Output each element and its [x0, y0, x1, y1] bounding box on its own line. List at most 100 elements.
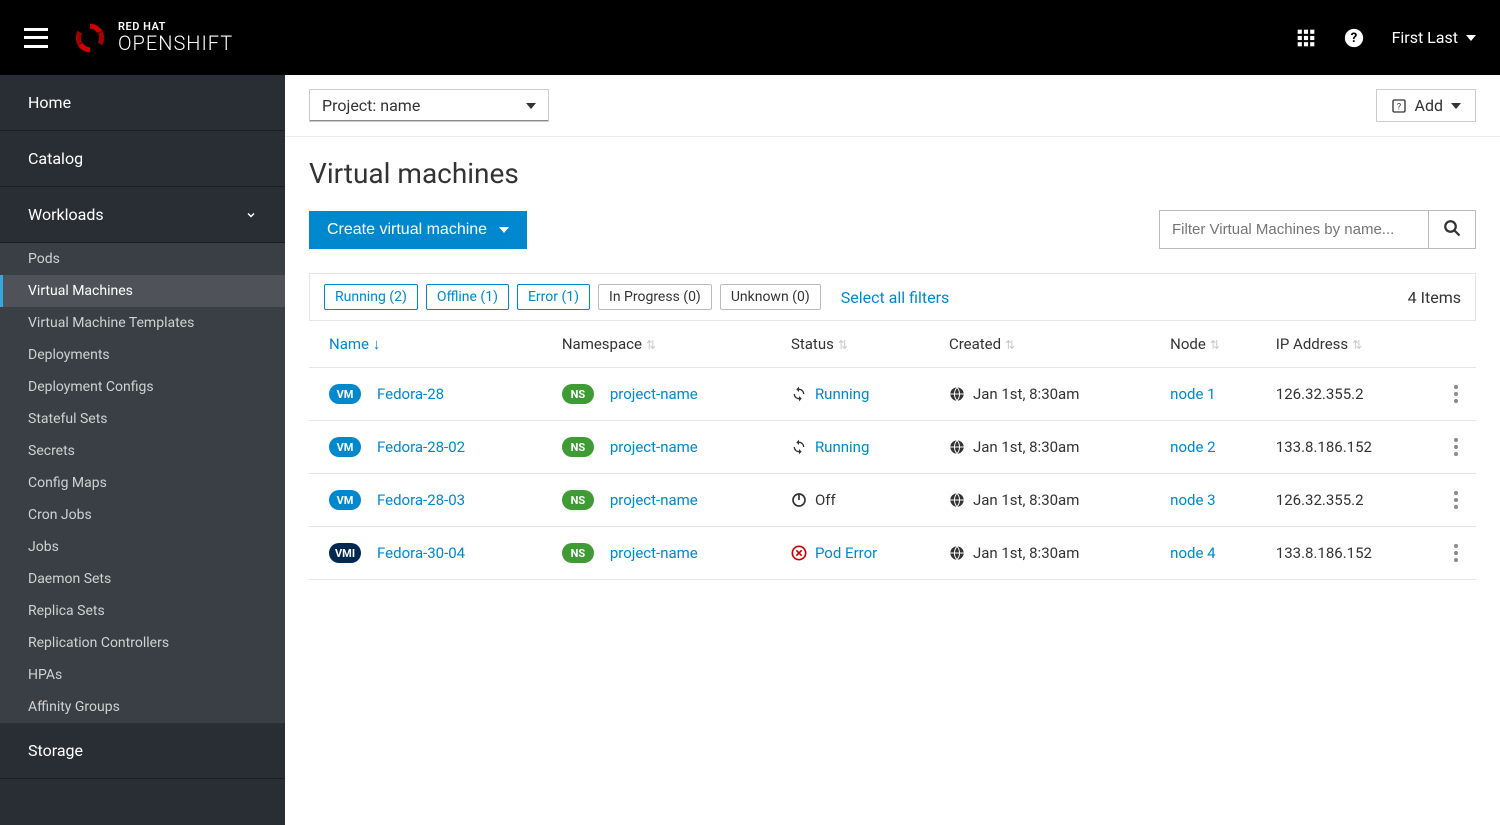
- globe-icon: [949, 545, 965, 561]
- help-icon[interactable]: ?: [1344, 28, 1364, 48]
- col-created[interactable]: Created⇅: [937, 321, 1158, 368]
- namespace-link[interactable]: project-name: [610, 385, 698, 403]
- filter-row: Running (2) Offline (1) Error (1) In Progre…: [309, 273, 1476, 321]
- col-ip[interactable]: IP Address⇅: [1264, 321, 1436, 368]
- vm-table: Name ↓ Namespace⇅ Status⇅ Created⇅ Node⇅…: [309, 321, 1476, 580]
- col-name[interactable]: Name ↓: [309, 321, 550, 368]
- ip-text: 126.32.355.2: [1276, 491, 1364, 509]
- sidebar-section-storage[interactable]: Storage: [0, 723, 285, 779]
- project-selector[interactable]: Project: name: [309, 89, 549, 122]
- search-button[interactable]: [1429, 210, 1476, 249]
- user-menu[interactable]: First Last: [1392, 28, 1476, 47]
- globe-icon: [949, 492, 965, 508]
- sidebar-section-catalog[interactable]: Catalog: [0, 131, 285, 187]
- sidebar: HomeCatalogWorkloadsPodsVirtual Machines…: [0, 75, 285, 825]
- node-link[interactable]: node 2: [1170, 438, 1215, 456]
- ns-badge: NS: [562, 543, 594, 563]
- caret-down-icon: [1451, 103, 1461, 109]
- row-actions-kebab[interactable]: [1454, 385, 1458, 403]
- globe-icon: [949, 386, 965, 402]
- sidebar-item-daemon-sets[interactable]: Daemon Sets: [0, 563, 285, 595]
- namespace-link[interactable]: project-name: [610, 544, 698, 562]
- caret-down-icon: [526, 103, 536, 109]
- sidebar-item-config-maps[interactable]: Config Maps: [0, 467, 285, 499]
- created-text: Jan 1st, 8:30am: [973, 438, 1079, 456]
- sidebar-item-deployments[interactable]: Deployments: [0, 339, 285, 371]
- created-text: Jan 1st, 8:30am: [973, 491, 1079, 509]
- col-status[interactable]: Status⇅: [779, 321, 937, 368]
- add-button[interactable]: ? Add: [1376, 89, 1476, 122]
- caret-down-icon: [499, 227, 509, 233]
- col-node[interactable]: Node⇅: [1158, 321, 1264, 368]
- row-actions-kebab[interactable]: [1454, 491, 1458, 509]
- filter-input[interactable]: [1159, 210, 1429, 249]
- col-namespace[interactable]: Namespace⇅: [550, 321, 779, 368]
- main-content: Project: name ? Add Virtual machines Cre…: [285, 75, 1500, 825]
- topbar: RED HAT OPENSHIFT ? First Last: [0, 0, 1500, 75]
- item-count: 4 Items: [1408, 288, 1461, 307]
- sidebar-item-stateful-sets[interactable]: Stateful Sets: [0, 403, 285, 435]
- status-text[interactable]: Pod Error: [815, 544, 877, 562]
- sidebar-section-workloads[interactable]: Workloads: [0, 187, 285, 243]
- ip-text: 133.8.186.152: [1276, 438, 1372, 456]
- filter-pill[interactable]: Running (2): [324, 284, 418, 310]
- sidebar-item-affinity-groups[interactable]: Affinity Groups: [0, 691, 285, 723]
- node-link[interactable]: node 4: [1170, 544, 1215, 562]
- create-vm-button[interactable]: Create virtual machine: [309, 211, 527, 249]
- filter-pill[interactable]: Offline (1): [426, 284, 509, 310]
- vm-badge: VMI: [329, 543, 361, 563]
- sidebar-item-virtual-machine-templates[interactable]: Virtual Machine Templates: [0, 307, 285, 339]
- chevron-down-icon: [245, 209, 257, 221]
- vm-badge: VM: [329, 384, 361, 404]
- sidebar-item-virtual-machines[interactable]: Virtual Machines: [0, 275, 285, 307]
- filter-pill[interactable]: Unknown (0): [720, 284, 821, 310]
- sidebar-item-cron-jobs[interactable]: Cron Jobs: [0, 499, 285, 531]
- sync-icon: [791, 386, 807, 402]
- sidebar-item-pods[interactable]: Pods: [0, 243, 285, 275]
- add-button-label: Add: [1415, 96, 1443, 115]
- table-row: VMI Fedora-30-04 NS project-name Pod Error…: [309, 527, 1476, 580]
- menu-toggle-button[interactable]: [24, 28, 48, 48]
- vm-name-link[interactable]: Fedora-28-02: [377, 438, 465, 456]
- sidebar-item-replication-controllers[interactable]: Replication Controllers: [0, 627, 285, 659]
- status-text[interactable]: Running: [815, 385, 869, 403]
- svg-text:?: ?: [1350, 31, 1357, 46]
- row-actions-kebab[interactable]: [1454, 438, 1458, 456]
- ip-text: 133.8.186.152: [1276, 544, 1372, 562]
- vm-name-link[interactable]: Fedora-28: [377, 385, 444, 403]
- node-link[interactable]: node 3: [1170, 491, 1215, 509]
- sidebar-item-deployment-configs[interactable]: Deployment Configs: [0, 371, 285, 403]
- sidebar-item-hpas[interactable]: HPAs: [0, 659, 285, 691]
- filter-pill[interactable]: Error (1): [517, 284, 590, 310]
- globe-icon: [949, 439, 965, 455]
- power-icon: [791, 492, 807, 508]
- select-all-filters[interactable]: Select all filters: [841, 288, 950, 307]
- namespace-link[interactable]: project-name: [610, 438, 698, 456]
- openshift-logo-icon: [72, 20, 108, 56]
- page-title: Virtual machines: [309, 157, 1476, 190]
- vm-name-link[interactable]: Fedora-30-04: [377, 544, 465, 562]
- search-group: [1159, 210, 1476, 249]
- row-actions-kebab[interactable]: [1454, 544, 1458, 562]
- ip-text: 126.32.355.2: [1276, 385, 1364, 403]
- caret-down-icon: [1466, 35, 1476, 41]
- sidebar-item-secrets[interactable]: Secrets: [0, 435, 285, 467]
- node-link[interactable]: node 1: [1170, 385, 1215, 403]
- sidebar-section-home[interactable]: Home: [0, 75, 285, 131]
- table-row: VMFedora-28-03 NSproject-name Off Jan 1s…: [309, 474, 1476, 527]
- table-row: VMFedora-28-02 NSproject-name Running Ja…: [309, 421, 1476, 474]
- apps-grid-icon[interactable]: [1296, 28, 1316, 48]
- sidebar-item-replica-sets[interactable]: Replica Sets: [0, 595, 285, 627]
- namespace-link[interactable]: project-name: [610, 491, 698, 509]
- logo[interactable]: RED HAT OPENSHIFT: [72, 20, 233, 56]
- user-name: First Last: [1392, 28, 1458, 47]
- sidebar-item-jobs[interactable]: Jobs: [0, 531, 285, 563]
- created-text: Jan 1st, 8:30am: [973, 385, 1079, 403]
- error-icon: [791, 545, 807, 561]
- filter-pill[interactable]: In Progress (0): [598, 284, 712, 310]
- create-vm-label: Create virtual machine: [327, 221, 487, 239]
- vm-name-link[interactable]: Fedora-28-03: [377, 491, 465, 509]
- product-text: OPENSHIFT: [118, 33, 233, 54]
- status-text[interactable]: Running: [815, 438, 869, 456]
- vm-badge: VM: [329, 490, 361, 510]
